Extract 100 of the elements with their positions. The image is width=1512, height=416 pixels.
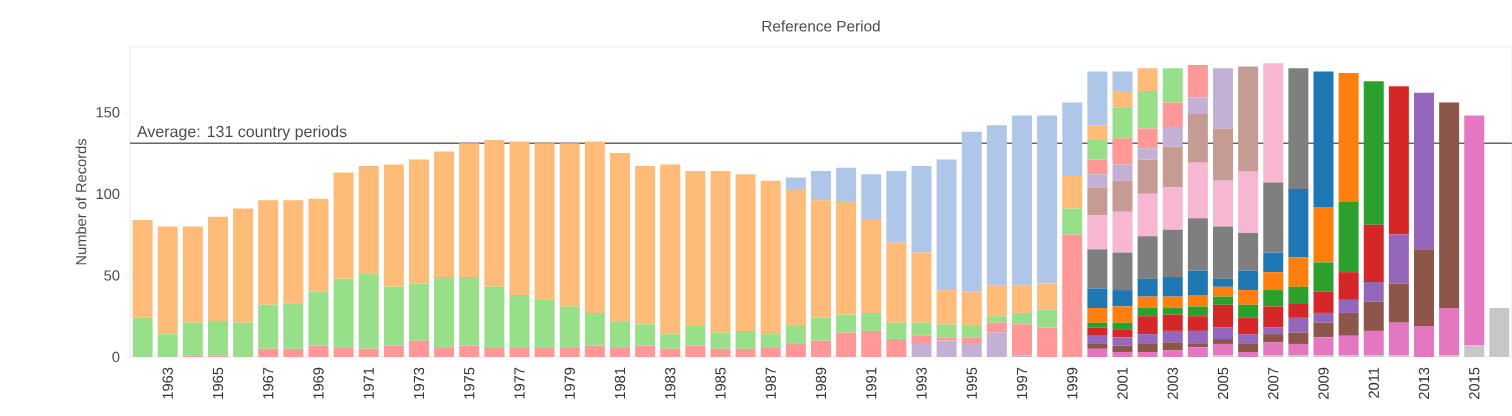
bar [635, 324, 656, 346]
bar [1162, 314, 1183, 331]
bar [1112, 322, 1133, 330]
y-tick-label: 0 [112, 351, 120, 363]
bar [1062, 208, 1083, 235]
bar [1137, 308, 1158, 317]
bar [785, 343, 806, 357]
bar [157, 334, 178, 357]
bar [1313, 206, 1334, 263]
bar [584, 141, 605, 313]
bar [609, 347, 630, 357]
bar [1087, 187, 1108, 216]
bar [283, 303, 304, 349]
x-tick-label: 2009 [1318, 367, 1329, 399]
bar [1363, 281, 1384, 302]
bar [1212, 304, 1233, 328]
bar [735, 330, 756, 349]
bar [1137, 278, 1158, 297]
bar [459, 143, 480, 278]
bar [1363, 224, 1384, 282]
bar [484, 139, 505, 287]
bar [1112, 180, 1133, 212]
bar [584, 345, 605, 357]
bar [1238, 232, 1259, 271]
bar [986, 316, 1007, 323]
bar [1288, 332, 1309, 344]
bar [1162, 146, 1183, 188]
bar [1112, 306, 1133, 323]
bar [1363, 81, 1384, 225]
bar [1011, 285, 1032, 313]
bar [1087, 125, 1108, 140]
bar [1112, 290, 1133, 307]
bar [1112, 164, 1133, 181]
bar [986, 322, 1007, 333]
bar [1162, 277, 1183, 297]
bar [1011, 115, 1032, 286]
bar [1037, 327, 1058, 357]
bar [1388, 283, 1409, 323]
bar [635, 166, 656, 325]
ref-line-label: Average: 131 country periods [136, 125, 347, 141]
bar [735, 348, 756, 357]
bar [986, 332, 1007, 357]
bar [1087, 159, 1108, 175]
x-tick-label: 1981 [614, 367, 626, 399]
bar [434, 277, 455, 348]
x-tick-label: 2011 [1368, 367, 1379, 398]
bar [1212, 68, 1233, 129]
bar [1137, 91, 1158, 129]
bar [810, 200, 831, 318]
bar [434, 151, 455, 278]
bar [333, 347, 354, 357]
x-tick-label: 1971 [363, 367, 374, 399]
bar [1338, 312, 1359, 336]
bar [1087, 348, 1108, 357]
bar [1212, 343, 1233, 356]
bar [1112, 329, 1133, 338]
bar [1238, 343, 1259, 353]
bar [810, 340, 831, 357]
bar [1212, 327, 1233, 340]
y-tick-label: 50 [104, 270, 120, 281]
bar [861, 330, 882, 357]
x-tick-label: 1973 [413, 367, 425, 399]
bar [132, 219, 153, 318]
bar [1137, 334, 1158, 344]
x-tick-label: 2005 [1217, 367, 1229, 399]
bar [1011, 324, 1032, 356]
bar [961, 325, 982, 338]
bar [1263, 63, 1284, 183]
bar [836, 167, 857, 202]
bar [258, 304, 279, 349]
bar [986, 285, 1007, 317]
bar [434, 347, 455, 357]
bar [484, 347, 505, 357]
bar [1112, 71, 1133, 92]
bar [258, 200, 279, 305]
bar [408, 283, 429, 341]
bar [1137, 343, 1158, 353]
bar [1137, 352, 1158, 357]
bar [660, 164, 681, 335]
bar [760, 347, 781, 357]
bar [1288, 303, 1309, 318]
bar [1037, 115, 1058, 284]
bar [1137, 159, 1158, 194]
bar [1087, 327, 1108, 336]
bar [1187, 270, 1208, 295]
bar [710, 348, 731, 357]
bar [1162, 308, 1183, 315]
bar [1137, 193, 1158, 237]
bar [1388, 86, 1409, 235]
bar [685, 325, 706, 346]
bar [861, 174, 882, 220]
bar [383, 286, 404, 346]
bar [1112, 352, 1133, 357]
x-tick-label: 1969 [313, 367, 324, 399]
bar [760, 334, 781, 348]
bar [308, 291, 329, 346]
bar [785, 325, 806, 344]
bar [1087, 139, 1108, 160]
bar [961, 291, 982, 326]
bar [660, 348, 681, 357]
